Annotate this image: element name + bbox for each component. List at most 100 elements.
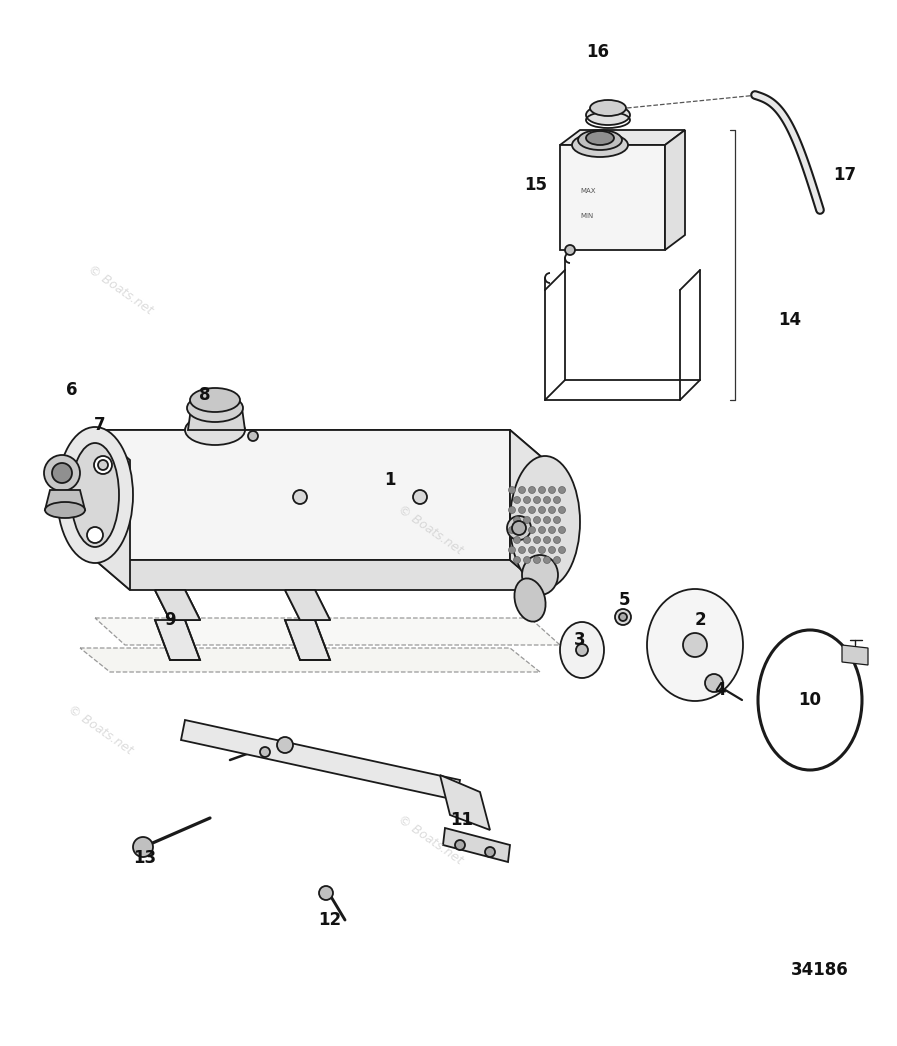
Polygon shape: [285, 620, 330, 660]
Circle shape: [518, 486, 526, 494]
Polygon shape: [510, 430, 545, 590]
Text: 13: 13: [134, 849, 157, 867]
Circle shape: [534, 556, 541, 564]
Circle shape: [87, 527, 103, 543]
Text: 11: 11: [450, 811, 474, 829]
Circle shape: [524, 517, 530, 523]
Circle shape: [534, 517, 541, 523]
Polygon shape: [95, 430, 510, 560]
Ellipse shape: [586, 105, 630, 126]
Ellipse shape: [52, 463, 72, 483]
Circle shape: [548, 526, 555, 533]
Circle shape: [319, 886, 333, 900]
Polygon shape: [155, 620, 200, 660]
Circle shape: [524, 537, 530, 544]
Polygon shape: [842, 645, 868, 665]
Circle shape: [524, 556, 530, 564]
Circle shape: [615, 609, 631, 626]
Circle shape: [512, 521, 526, 535]
Circle shape: [260, 747, 270, 757]
Ellipse shape: [187, 394, 243, 422]
Polygon shape: [665, 130, 685, 250]
Circle shape: [507, 516, 531, 540]
Text: 12: 12: [318, 911, 342, 929]
Text: 10: 10: [798, 691, 822, 709]
Text: 34186: 34186: [791, 961, 849, 979]
Text: © Boats.net: © Boats.net: [65, 703, 135, 757]
Ellipse shape: [185, 415, 245, 445]
Polygon shape: [95, 560, 545, 590]
Polygon shape: [95, 430, 545, 460]
Polygon shape: [560, 130, 685, 145]
Text: 3: 3: [574, 631, 586, 649]
Circle shape: [553, 517, 561, 523]
Polygon shape: [181, 720, 460, 800]
Circle shape: [248, 431, 258, 441]
Circle shape: [559, 526, 565, 533]
Circle shape: [559, 506, 565, 514]
Circle shape: [413, 490, 427, 504]
Text: © Boats.net: © Boats.net: [395, 503, 465, 558]
Text: 6: 6: [66, 381, 78, 399]
Polygon shape: [45, 490, 85, 510]
Circle shape: [528, 526, 536, 533]
Text: 9: 9: [164, 611, 176, 629]
Text: 7: 7: [94, 416, 106, 434]
Text: 17: 17: [833, 166, 857, 184]
Circle shape: [538, 486, 545, 494]
Circle shape: [705, 674, 723, 692]
Circle shape: [513, 556, 520, 564]
Ellipse shape: [57, 427, 133, 563]
Text: 15: 15: [525, 176, 547, 194]
Circle shape: [544, 537, 551, 544]
Circle shape: [544, 497, 551, 503]
Polygon shape: [95, 430, 130, 590]
Ellipse shape: [586, 131, 614, 145]
Circle shape: [544, 517, 551, 523]
Circle shape: [513, 497, 520, 503]
Text: 2: 2: [694, 611, 706, 629]
Text: 1: 1: [384, 471, 396, 488]
Circle shape: [513, 537, 520, 544]
Text: 14: 14: [779, 311, 802, 329]
Ellipse shape: [572, 133, 628, 157]
Text: 16: 16: [587, 43, 609, 61]
Circle shape: [524, 497, 530, 503]
Circle shape: [528, 506, 536, 514]
Ellipse shape: [578, 130, 622, 150]
Circle shape: [553, 556, 561, 564]
Ellipse shape: [510, 456, 580, 588]
Circle shape: [485, 847, 495, 857]
Circle shape: [559, 486, 565, 494]
Circle shape: [548, 486, 555, 494]
Ellipse shape: [44, 455, 80, 491]
Circle shape: [509, 526, 516, 533]
Circle shape: [98, 460, 108, 470]
Circle shape: [509, 486, 516, 494]
Polygon shape: [95, 618, 560, 645]
Polygon shape: [285, 590, 330, 620]
Circle shape: [509, 506, 516, 514]
Ellipse shape: [560, 622, 604, 678]
Text: 8: 8: [199, 386, 211, 404]
Polygon shape: [443, 828, 510, 862]
Ellipse shape: [590, 100, 626, 116]
Circle shape: [538, 526, 545, 533]
Ellipse shape: [190, 388, 240, 412]
Circle shape: [293, 490, 307, 504]
Circle shape: [513, 517, 520, 523]
Text: © Boats.net: © Boats.net: [395, 813, 465, 867]
Ellipse shape: [647, 589, 743, 701]
Circle shape: [94, 456, 112, 474]
Circle shape: [534, 537, 541, 544]
Circle shape: [133, 837, 153, 857]
Circle shape: [548, 506, 555, 514]
Circle shape: [528, 486, 536, 494]
Polygon shape: [560, 145, 665, 250]
Circle shape: [509, 546, 516, 553]
Text: 5: 5: [619, 591, 631, 609]
Circle shape: [518, 526, 526, 533]
Circle shape: [559, 546, 565, 553]
Polygon shape: [188, 408, 245, 430]
Circle shape: [455, 840, 465, 850]
